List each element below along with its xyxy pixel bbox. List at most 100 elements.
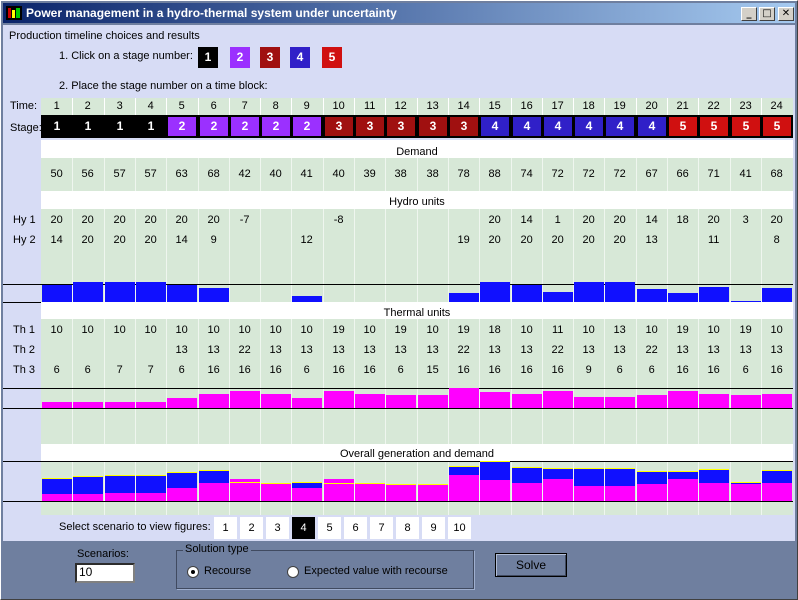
stage-cell[interactable]: 2 [168, 117, 196, 136]
column-divider [229, 209, 230, 302]
stage-cell[interactable]: 5 [669, 117, 697, 136]
title-bar[interactable]: Power management in a hydro-thermal syst… [3, 3, 795, 23]
th3-value: 16 [488, 364, 501, 376]
stage-cell[interactable]: 2 [293, 117, 321, 136]
column-divider [135, 209, 136, 302]
thermal-bar [230, 391, 260, 408]
expected-value-radio-label[interactable]: Expected value with recourse [304, 565, 448, 577]
th1-value: 10 [144, 324, 157, 336]
stage-cell[interactable]: 1 [106, 117, 134, 136]
scenario-button-2[interactable]: 2 [240, 517, 263, 539]
time-cell[interactable]: 18 [582, 100, 595, 112]
stage-pick-4[interactable]: 4 [290, 47, 310, 68]
th2-value: 13 [676, 344, 689, 356]
scenario-button-5[interactable]: 5 [318, 517, 341, 539]
column-divider [260, 461, 261, 515]
time-cell[interactable]: 14 [457, 100, 470, 112]
th3-value: 6 [648, 364, 655, 376]
stage-pick-3[interactable]: 3 [260, 47, 280, 68]
stage-cell[interactable]: 5 [763, 117, 791, 136]
time-cell[interactable]: 12 [394, 100, 407, 112]
stage-cell[interactable]: 4 [606, 117, 634, 136]
recourse-radio-label[interactable]: Recourse [204, 565, 252, 577]
th2-value: 13 [332, 344, 345, 356]
time-cell[interactable]: 23 [739, 100, 752, 112]
stage-cell[interactable]: 2 [231, 117, 259, 136]
stage-cell[interactable]: 5 [700, 117, 728, 136]
minimize-button[interactable]: _ [741, 7, 757, 21]
time-cell[interactable]: 16 [520, 100, 533, 112]
th3-value: 16 [551, 364, 564, 376]
stage-pick-1[interactable]: 1 [198, 47, 218, 68]
th1-value: 10 [426, 324, 439, 336]
stage-cell[interactable]: 4 [544, 117, 572, 136]
time-cell[interactable]: 17 [551, 100, 564, 112]
time-cell[interactable]: 24 [770, 100, 783, 112]
column-divider [72, 461, 73, 515]
stage-cell[interactable]: 1 [74, 117, 102, 136]
stage-cell[interactable]: 4 [575, 117, 603, 136]
th3-value: 6 [616, 364, 623, 376]
scenario-button-10[interactable]: 10 [448, 517, 471, 539]
scenario-button-4[interactable]: 4 [292, 517, 315, 539]
th1-value: 10 [363, 324, 376, 336]
scenario-button-9[interactable]: 9 [422, 517, 445, 539]
time-cell[interactable]: 3 [116, 100, 123, 112]
scenario-button-3[interactable]: 3 [266, 517, 289, 539]
column-divider [385, 319, 386, 444]
hy2-value: 12 [300, 234, 313, 246]
stage-cell[interactable]: 1 [43, 117, 71, 136]
time-cell[interactable]: 6 [210, 100, 217, 112]
time-cell[interactable]: 19 [613, 100, 626, 112]
stage-cell[interactable]: 1 [137, 117, 165, 136]
th1-value: 13 [613, 324, 626, 336]
recourse-radio[interactable] [187, 566, 199, 578]
stage-cell[interactable]: 2 [262, 117, 290, 136]
time-cell[interactable]: 22 [707, 100, 720, 112]
time-cell[interactable]: 21 [676, 100, 689, 112]
th1-value: 10 [269, 324, 282, 336]
column-divider [135, 461, 136, 515]
scenario-button-1[interactable]: 1 [214, 517, 237, 539]
stage-cell[interactable]: 2 [200, 117, 228, 136]
time-cell[interactable]: 13 [426, 100, 439, 112]
scenario-button-7[interactable]: 7 [370, 517, 393, 539]
column-divider [698, 461, 699, 515]
stage-cell[interactable]: 4 [638, 117, 666, 136]
stage-cell[interactable]: 3 [450, 117, 478, 136]
stage-cell[interactable]: 5 [732, 117, 760, 136]
stage-pick-5[interactable]: 5 [322, 47, 342, 68]
stage-cell[interactable]: 3 [325, 117, 353, 136]
time-cell[interactable]: 7 [241, 100, 248, 112]
time-cell[interactable]: 8 [272, 100, 279, 112]
overall-thermal-bar [418, 483, 448, 501]
scenarios-input[interactable]: 10 [75, 563, 135, 583]
close-button[interactable]: ✕ [778, 7, 794, 21]
scenario-button-6[interactable]: 6 [344, 517, 367, 539]
time-cell[interactable]: 10 [332, 100, 345, 112]
solve-button[interactable]: Solve [495, 553, 567, 577]
hy1-value: 20 [582, 214, 595, 226]
time-cell[interactable]: 15 [488, 100, 501, 112]
hydro-bar [199, 287, 229, 302]
column-divider [166, 319, 167, 444]
stage-cell[interactable]: 4 [481, 117, 509, 136]
stage-cell[interactable]: 3 [387, 117, 415, 136]
time-cell[interactable]: 1 [53, 100, 60, 112]
expected-value-radio[interactable] [287, 566, 299, 578]
stage-cell[interactable]: 3 [356, 117, 384, 136]
th1-value: 19 [394, 324, 407, 336]
stage-cell[interactable]: 4 [513, 117, 541, 136]
time-cell[interactable]: 11 [363, 100, 376, 112]
time-cell[interactable]: 20 [645, 100, 658, 112]
overall-hydro-bar [762, 470, 792, 484]
time-cell[interactable]: 5 [178, 100, 185, 112]
maximize-button[interactable]: □ [759, 7, 775, 21]
th3-value: 7 [147, 364, 154, 376]
time-cell[interactable]: 9 [303, 100, 310, 112]
stage-cell[interactable]: 3 [419, 117, 447, 136]
scenario-button-8[interactable]: 8 [396, 517, 419, 539]
stage-pick-2[interactable]: 2 [230, 47, 250, 68]
time-cell[interactable]: 4 [147, 100, 154, 112]
time-cell[interactable]: 2 [84, 100, 91, 112]
